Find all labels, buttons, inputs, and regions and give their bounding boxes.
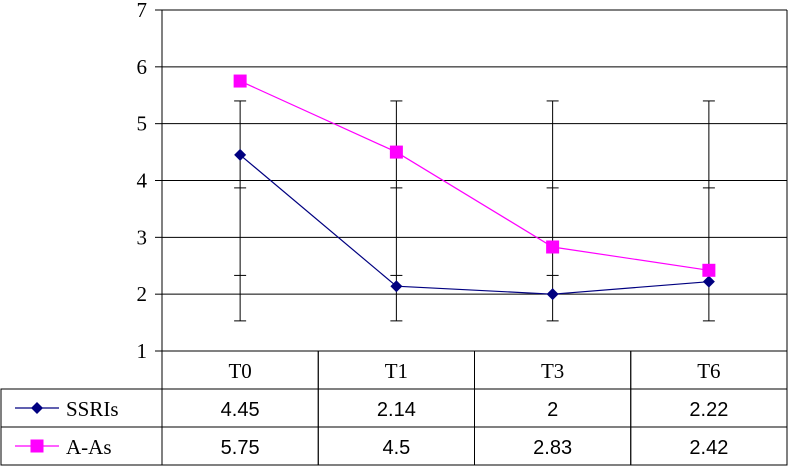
y-tick-label: 5 <box>137 112 148 136</box>
x-category-label: T3 <box>541 359 564 383</box>
y-tick-label: 2 <box>137 282 148 306</box>
series-line-A-As <box>239 80 709 271</box>
x-category-label: T6 <box>697 359 720 383</box>
data-value-label: 2.42 <box>689 437 728 459</box>
series-line-SSRIs <box>239 154 709 295</box>
y-tick-label: 1 <box>137 339 148 363</box>
y-tick-label: 3 <box>137 225 148 249</box>
data-table: T0 T1 T3 T6 SSRIs 4.45 2.14 2 2.22 A-As 5.75 4.5 2.8… <box>0 350 788 466</box>
series-markers <box>233 74 716 301</box>
gridlines <box>162 9 788 351</box>
data-point-SSRIs <box>546 288 559 301</box>
legend-marker-SSRIs <box>31 402 43 414</box>
data-value-label: 4.45 <box>221 399 260 421</box>
table-cell <box>630 426 788 466</box>
data-point-SSRIs <box>234 148 247 161</box>
y-tick-label: 7 <box>137 0 148 22</box>
data-value-label: 2.22 <box>689 399 728 421</box>
data-point-A-As <box>546 240 560 254</box>
x-category-label: T1 <box>385 359 408 383</box>
legend-label: SSRIs <box>66 397 119 421</box>
y-tick-label: 6 <box>137 55 148 79</box>
data-point-SSRIs <box>390 280 403 293</box>
data-point-A-As <box>389 145 403 159</box>
data-value-label: 2 <box>547 399 558 421</box>
data-value-label: 5.75 <box>221 437 260 459</box>
data-point-A-As <box>702 263 716 277</box>
legend-label: A-As <box>66 435 112 459</box>
data-value-label: 2.83 <box>533 437 572 459</box>
series-lines <box>239 80 709 295</box>
y-axis: 1 2 3 4 5 6 7 <box>137 0 787 363</box>
data-point-A-As <box>233 74 247 88</box>
data-value-label: 4.5 <box>382 437 410 459</box>
data-value-label: 2.14 <box>377 399 416 421</box>
y-tick-label: 4 <box>137 169 148 193</box>
legend-marker-A-As <box>30 439 44 453</box>
x-category-label: T0 <box>228 359 251 383</box>
data-point-SSRIs <box>702 275 715 288</box>
